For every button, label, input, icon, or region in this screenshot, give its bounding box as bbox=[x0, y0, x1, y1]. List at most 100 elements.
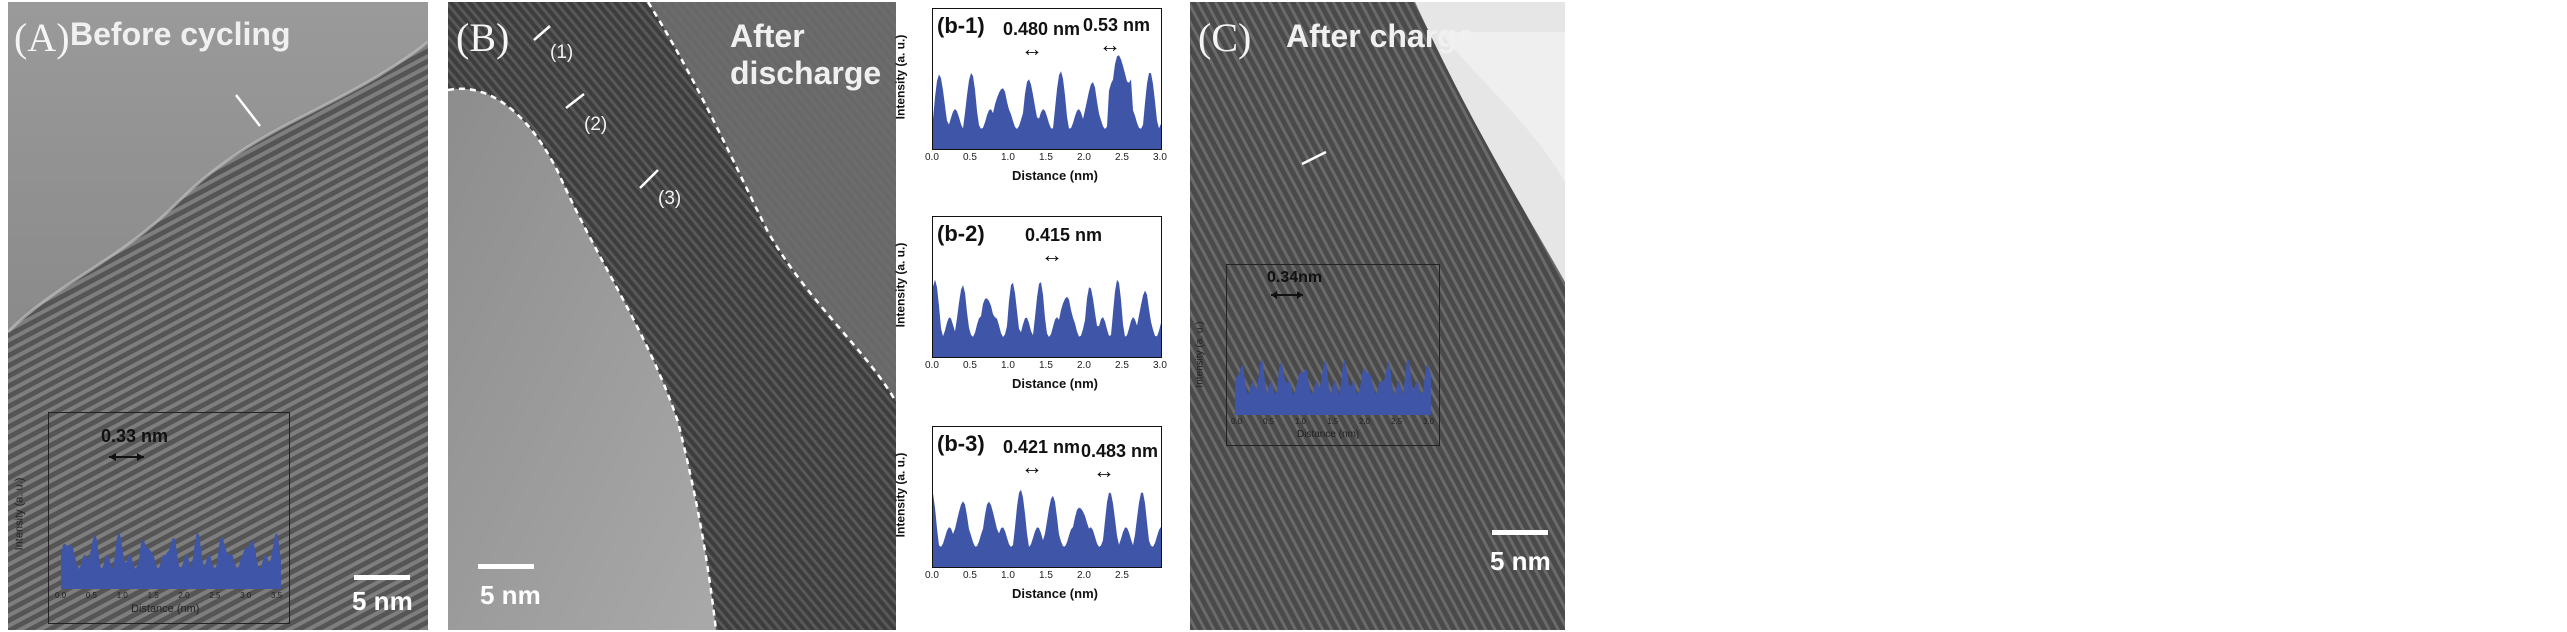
profile-svg bbox=[933, 489, 1161, 567]
x-tick-label: 3.0 bbox=[1153, 360, 1167, 371]
x-tick-label: 0.0 bbox=[925, 152, 939, 163]
profile-ylabel: Intensity (a. u.) bbox=[893, 242, 908, 328]
profile-spacing-2: 0.53 nm bbox=[1083, 15, 1151, 35]
panel-a-texture bbox=[8, 2, 428, 630]
profile-tag: (b-2) bbox=[937, 221, 985, 246]
panel-c-profile-svg bbox=[1235, 291, 1431, 415]
profile-arrow-2: ↔ bbox=[1093, 458, 1115, 483]
panel-a-xlabel: Distance (nm) bbox=[131, 603, 200, 615]
x-tick-label: 0.5 bbox=[85, 591, 97, 600]
panel-b-scale-bar bbox=[478, 564, 534, 569]
x-tick-label: 0.5 bbox=[963, 152, 977, 163]
profile-xticks: 0.0 0.5 1.0 1.5 2.0 2.5 bbox=[925, 570, 1160, 582]
profile-xticks: 0.0 0.5 1.0 1.5 2.0 2.5 3.0 bbox=[925, 360, 1167, 372]
panel-b-marker-1: (1) bbox=[550, 42, 574, 63]
profile-arrow-2: ↔ bbox=[1099, 32, 1121, 57]
panel-a-scale-bar bbox=[354, 575, 410, 580]
panel-c-label: (C) bbox=[1198, 15, 1252, 60]
profile-fill bbox=[933, 55, 1161, 149]
profile-tag: (b-1) bbox=[937, 13, 985, 38]
x-tick-label: 0.0 bbox=[1231, 417, 1243, 426]
panel-b-tem-image: (B) After discharge (1) (2) (3) 5 nm bbox=[448, 2, 896, 630]
x-tick-label: 0.0 bbox=[925, 360, 939, 371]
profile-ylabel: Intensity (a. u.) bbox=[893, 452, 908, 538]
profile-arrow-1: ↔ bbox=[1021, 36, 1043, 61]
panel-a-tem-image: (A) Before cycling 0.33 nm Intensity (a.… bbox=[8, 2, 428, 630]
x-tick-label: 2.0 bbox=[178, 591, 190, 600]
panel-c-title: After charge bbox=[1286, 18, 1475, 54]
profile-arrow-1: ↔ bbox=[1041, 242, 1063, 267]
profile-axes: (b-3) 0.421 nm ↔ 0.483 nm ↔ bbox=[932, 426, 1162, 568]
profile-tag: (b-3) bbox=[937, 431, 985, 456]
panel-b-marker-3: (3) bbox=[658, 188, 682, 209]
panel-c-inset-plot: 0.34nm Intensity (a. u.) Distance (nm) 0… bbox=[1195, 264, 1440, 446]
x-tick-label: 2.5 bbox=[209, 591, 221, 600]
x-tick-label: 3.5 bbox=[271, 591, 283, 600]
panel-b-texture bbox=[448, 2, 896, 630]
panel-c-xticks: 0.0 0.5 1.0 1.5 2.0 2.5 3.0 bbox=[1227, 417, 1439, 429]
profiles-column: (b-1) 0.480 nm ↔ 0.53 nm ↔ Intensity (a. u.) 0… bbox=[893, 2, 1182, 630]
panel-a-profile-fill bbox=[61, 531, 281, 589]
panel-b-title: After discharge bbox=[730, 18, 882, 91]
panel-b-marker-2: (2) bbox=[584, 114, 608, 135]
x-tick-label: 3.0 bbox=[240, 591, 252, 600]
x-tick-label: 1.5 bbox=[1327, 417, 1339, 426]
panel-a-xticks: 0.0 0.5 1.0 1.5 2.0 2.5 3.0 3.5 bbox=[49, 591, 289, 603]
panel-c-tem-image: (C) After charge 0.34nm Intensity (a. u.… bbox=[1190, 2, 1565, 630]
x-tick-label: 2.0 bbox=[1077, 570, 1091, 581]
panel-b-label: (B) bbox=[456, 15, 510, 60]
x-tick-label: 2.0 bbox=[1077, 152, 1091, 163]
x-tick-label: 1.0 bbox=[1001, 570, 1015, 581]
profile-plot-1: (b-1) 0.480 nm ↔ 0.53 nm ↔ Intensity (a. u.) 0… bbox=[893, 4, 1182, 204]
panel-c-ylabel: Intensity (a. u.) bbox=[1194, 321, 1206, 388]
profile-xlabel: Distance (nm) bbox=[1012, 586, 1098, 601]
profile-fill bbox=[933, 489, 1161, 567]
x-tick-label: 2.5 bbox=[1115, 152, 1129, 163]
profile-xlabel: Distance (nm) bbox=[1012, 376, 1098, 391]
x-tick-label: 1.0 bbox=[1001, 152, 1015, 163]
profile-spacing-1: 0.480 nm bbox=[1003, 19, 1081, 39]
x-tick-label: 1.5 bbox=[1039, 152, 1053, 163]
profile-svg bbox=[933, 55, 1161, 149]
profile-axes: (b-1) 0.480 nm ↔ 0.53 nm ↔ bbox=[932, 8, 1162, 150]
panel-a-scale-text: 5 nm bbox=[352, 586, 413, 616]
panel-a-profile-svg bbox=[61, 453, 281, 589]
x-tick-label: 1.0 bbox=[1001, 360, 1015, 371]
profile-spacing-1: 0.415 nm bbox=[1025, 225, 1103, 245]
x-tick-label: 2.0 bbox=[1359, 417, 1371, 426]
profile-fill bbox=[933, 279, 1161, 357]
panel-c-scale-text: 5 nm bbox=[1490, 546, 1551, 576]
x-tick-label: 1.5 bbox=[147, 591, 159, 600]
profile-axes: (b-2) 0.415 nm ↔ bbox=[932, 216, 1162, 358]
panel-b-scale-text: 5 nm bbox=[480, 580, 541, 610]
x-tick-label: 0.0 bbox=[925, 570, 939, 581]
panel-a-ylabel: Intensity (a. u.) bbox=[13, 477, 26, 551]
x-tick-label: 1.5 bbox=[1039, 570, 1053, 581]
x-tick-label: 2.5 bbox=[1391, 417, 1403, 426]
panel-a-label: (A) bbox=[14, 15, 70, 60]
profile-plot-3: (b-3) 0.421 nm ↔ 0.483 nm ↔ Intensity (a. u.)… bbox=[893, 422, 1182, 622]
panel-a-inset-plot: 0.33 nm Intensity (a. u.) Distance (nm) … bbox=[13, 412, 290, 624]
x-tick-label: 3.0 bbox=[1153, 152, 1167, 163]
profile-svg bbox=[933, 279, 1161, 357]
profile-ylabel: Intensity (a. u.) bbox=[893, 34, 908, 120]
x-tick-label: 0.5 bbox=[1263, 417, 1275, 426]
x-tick-label: 1.0 bbox=[1295, 417, 1307, 426]
profile-spacing-1: 0.421 nm bbox=[1003, 437, 1081, 457]
profile-xticks: 0.0 0.5 1.0 1.5 2.0 2.5 3.0 bbox=[925, 152, 1167, 164]
x-tick-label: 2.5 bbox=[1115, 570, 1129, 581]
panel-a-title: Before cycling bbox=[70, 16, 291, 52]
x-tick-label: 2.0 bbox=[1077, 360, 1091, 371]
panel-c-xlabel: Distance (nm) bbox=[1297, 429, 1360, 440]
profile-plot-2: (b-2) 0.415 nm ↔ Intensity (a. u.) 0.0 0.5 1.0… bbox=[893, 212, 1182, 412]
profile-spacing-2: 0.483 nm bbox=[1081, 441, 1159, 461]
x-tick-label: 0.5 bbox=[963, 570, 977, 581]
panel-c-scale-bar bbox=[1492, 530, 1548, 535]
panel-c-profile-fill bbox=[1235, 358, 1431, 415]
x-tick-label: 0.5 bbox=[963, 360, 977, 371]
panel-a-marker-svg bbox=[235, 94, 261, 127]
panel-c-texture bbox=[1190, 2, 1565, 630]
x-tick-label: 3.0 bbox=[1423, 417, 1435, 426]
profile-xlabel: Distance (nm) bbox=[1012, 168, 1098, 183]
x-tick-label: 1.0 bbox=[116, 591, 128, 600]
